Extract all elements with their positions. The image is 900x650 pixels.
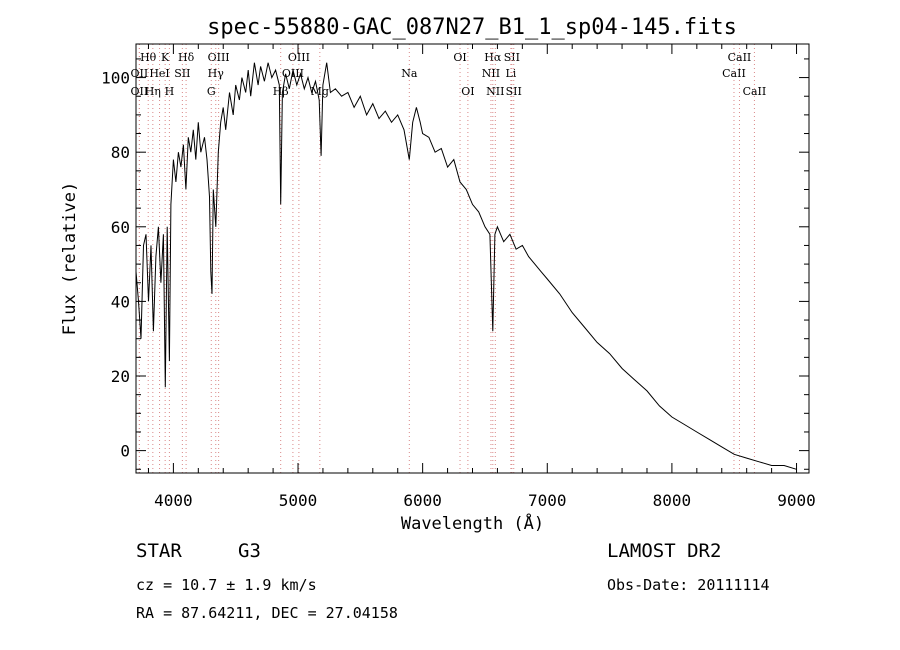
spectral-line-label: CaII bbox=[728, 51, 752, 64]
redshift-velocity: cz = 10.7 ± 1.9 km/s bbox=[136, 576, 317, 594]
object-class: STAR bbox=[136, 540, 182, 562]
x-tick-label: 9000 bbox=[777, 491, 816, 510]
spectral-line-label: OIII bbox=[208, 51, 230, 64]
x-axis-ticks: 4000 5000 6000 7000 8000 9000 bbox=[147, 44, 816, 510]
y-tick-label: 80 bbox=[111, 143, 130, 162]
y-axis-ticks: 0 20 40 60 80 100 bbox=[101, 58, 809, 470]
spectrum-series-line bbox=[135, 62, 797, 470]
observation-date: Obs-Date: 20111114 bbox=[607, 576, 770, 594]
chart-title: spec-55880-GAC_087N27_B1_1_sp04-145.fits bbox=[207, 15, 737, 40]
spectral-line-label: H bbox=[165, 85, 175, 98]
x-tick-label: 4000 bbox=[154, 491, 193, 510]
spectral-line-label: Li bbox=[505, 67, 516, 80]
spectral-line-label: Hδ bbox=[178, 51, 195, 64]
spectral-line-label: OIII bbox=[282, 67, 304, 80]
spectral-line-label: OIII bbox=[288, 51, 310, 64]
spectral-line-label: OII bbox=[131, 85, 149, 98]
y-tick-label: 40 bbox=[111, 292, 130, 311]
x-tick-label: 8000 bbox=[653, 491, 692, 510]
spectral-line-label: SII bbox=[504, 51, 520, 64]
spectral-line-label: SII bbox=[506, 85, 522, 98]
y-tick-label: 20 bbox=[111, 367, 130, 386]
spectral-line-label: Mg bbox=[311, 85, 329, 98]
plot-frame bbox=[135, 43, 810, 474]
x-tick-label: 6000 bbox=[403, 491, 442, 510]
spectral-line-label: K bbox=[161, 51, 170, 64]
spectral-line-label: OII bbox=[131, 67, 149, 80]
y-tick-label: 100 bbox=[101, 69, 130, 88]
spectral-line-label: Hη bbox=[145, 85, 161, 98]
y-tick-label: 0 bbox=[120, 442, 130, 461]
x-tick-label: 7000 bbox=[528, 491, 567, 510]
spectral-subclass: G3 bbox=[238, 540, 261, 562]
spectral-line-label: Hβ bbox=[273, 85, 289, 98]
spectral-line-label: SII bbox=[174, 67, 190, 80]
spectral-line-label: Hθ bbox=[140, 51, 157, 64]
spectral-line-label: Hα bbox=[484, 51, 502, 64]
spectral-line-label: HeI bbox=[149, 67, 169, 80]
spectral-line-label: Na bbox=[401, 67, 418, 80]
survey-name: LAMOST DR2 bbox=[607, 540, 722, 562]
spectral-line-label: NII bbox=[482, 67, 500, 80]
spectral-line-label: CaII bbox=[743, 85, 767, 98]
coordinates: RA = 87.64211, DEC = 27.04158 bbox=[136, 604, 398, 622]
y-tick-label: 60 bbox=[111, 218, 130, 237]
spectral-line-label: NII bbox=[486, 85, 504, 98]
x-axis-label: Wavelength (Å) bbox=[401, 512, 544, 534]
spectral-line-label: OI bbox=[461, 85, 474, 98]
spectral-line-label: Hγ bbox=[208, 67, 225, 80]
x-tick-label: 5000 bbox=[279, 491, 318, 510]
spectral-line-label: CaII bbox=[722, 67, 746, 80]
spectral-line-label: OI bbox=[453, 51, 466, 64]
y-axis-label: Flux (relative) bbox=[60, 182, 80, 336]
spectral-line-label: G bbox=[207, 85, 216, 98]
